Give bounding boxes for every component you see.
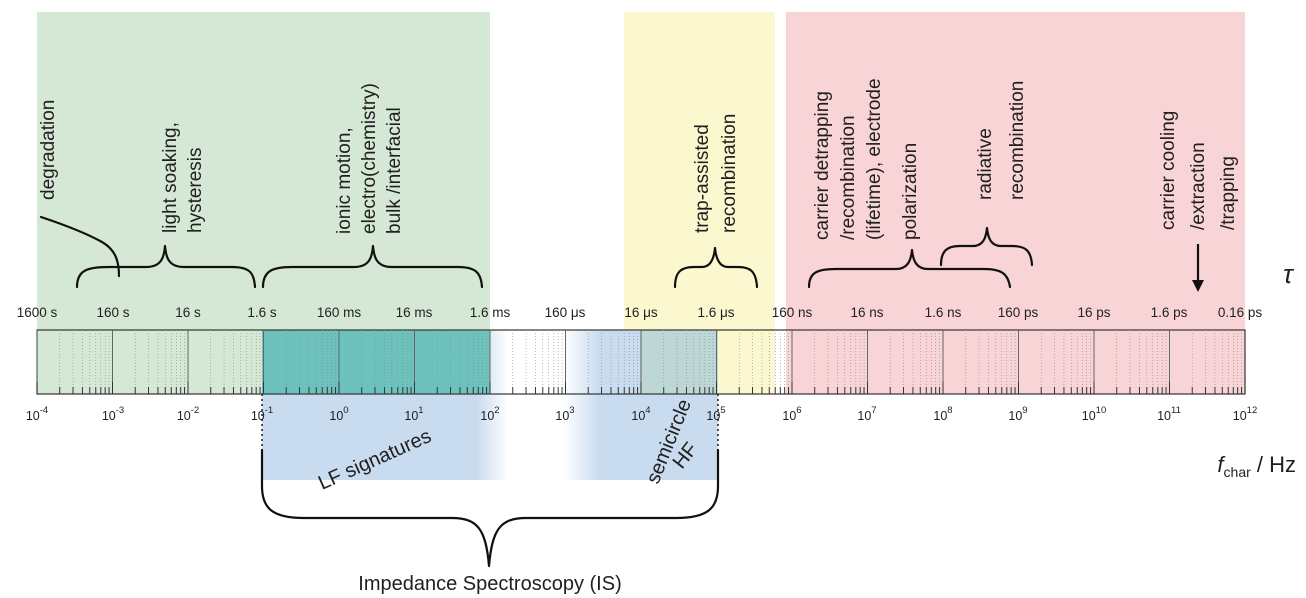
frequency-tick-label: 108 [933,405,952,423]
tau-tick-label: 1.6 s [247,305,277,320]
frequency-tick-label: 105 [706,405,725,423]
process-carrier-cooling: carrier cooling /extraction /trapping [1158,111,1239,230]
degradation-bracket [39,215,121,278]
process-radiative: radiative recombination [975,81,1028,200]
label-trap-assisted: trap-assisted [692,124,713,233]
label-polarization: polarization [900,143,921,240]
tau-tick-label: 1600 s [17,305,58,320]
frequency-tick-label: 1011 [1157,405,1181,423]
frequency-tick-label: 10-3 [102,405,124,423]
label-bulk-interfacial: bulk /interfacial [384,107,405,234]
carrier-cooling-arrow-head [1192,280,1204,292]
tau-tick-label: 1.6 μs [697,305,734,320]
tau-tick-label: 0.16 ps [1218,305,1263,320]
process-degradation: degradation [38,100,59,200]
ionic-motion-brace [261,244,484,289]
impedance-spectroscopy-title: Impedance Spectroscopy (IS) [358,573,621,595]
tau-tick-label: 16 ns [850,305,883,320]
label-radiative-recombination: recombination [1007,81,1028,200]
radiative-brace [939,226,1034,267]
label-recombination: /recombination [838,115,859,240]
tau-tick-label: 1.6 ps [1151,305,1188,320]
frequency-tick-label: 106 [782,405,801,423]
frequency-tick-label: 1010 [1082,405,1106,423]
frequency-tick-labels: 10-4 10-3 10-2 10-1 100 101 102 103 104 … [26,405,1257,423]
frequency-axis-title: fchar / Hz [1217,452,1296,480]
label-carrier-detrapping: carrier detrapping [812,91,833,240]
label-carrier-cooling: carrier cooling [1158,111,1179,230]
frequency-tick-label: 10-1 [251,405,273,423]
process-carrier-detrapping: carrier detrapping /recombination (lifet… [812,78,921,240]
tau-tick-label: 16 ps [1077,305,1110,320]
process-light-soaking: light soaking, hysteresis [160,122,206,233]
frequency-tick-label: 107 [857,405,876,423]
tau-tick-label: 160 s [96,305,129,320]
tau-tick-label: 16 ms [396,305,433,320]
frequency-tick-label: 104 [631,405,650,423]
label-trap-recombination: recombination [719,114,740,233]
frequency-tick-label: 102 [480,405,499,423]
frequency-tick-label: 1012 [1233,405,1257,423]
process-trap-assisted: trap-assisted recombination [692,114,740,233]
frequency-tick-label: 10-4 [26,405,48,423]
frequency-tick-label: 103 [555,405,574,423]
label-electrochemistry: electro(chemistry) [359,83,380,234]
process-ionic-motion: ionic motion, electro(chemistry) bulk /i… [334,83,405,234]
tau-tick-label: 160 ps [998,305,1039,320]
tau-tick-label: 160 ms [317,305,362,320]
tau-tick-label: 1.6 ns [925,305,962,320]
label-hysteresis: hysteresis [185,147,206,233]
frequency-tick-label: 10-2 [177,405,199,423]
light-soaking-brace [75,244,257,289]
label-light-soaking: light soaking, [160,122,181,233]
tau-tick-label: 16 μs [624,305,658,320]
tau-tick-label: 16 s [175,305,201,320]
tau-tick-label: 160 μs [545,305,586,320]
frequency-tick-label: 109 [1008,405,1027,423]
label-trapping: /trapping [1218,156,1239,230]
tau-tick-labels: 1600 s 160 s 16 s 1.6 s 160 ms 16 ms 1.6… [17,305,1263,320]
tau-tick-label: 160 ns [772,305,813,320]
impedance-spectroscopy-brace [260,448,720,568]
impedance-lf-teal-block [262,330,490,394]
label-lifetime-electrode: (lifetime), electrode [864,78,885,240]
carrier-detrapping-brace [807,248,1012,289]
frequency-tick-label: 101 [404,405,423,423]
impedance-hf-block [640,330,718,394]
label-radiative: radiative [975,128,996,200]
label-ionic-motion: ionic motion, [334,127,355,234]
frequency-tick-label: 100 [329,405,348,423]
trap-assisted-brace [673,246,759,289]
tau-axis-symbol: τ [1283,259,1295,289]
label-degradation: degradation [38,100,59,200]
tau-tick-label: 1.6 ms [470,305,511,320]
minor-ticks [36,330,1243,394]
label-extraction: /extraction [1188,142,1209,230]
